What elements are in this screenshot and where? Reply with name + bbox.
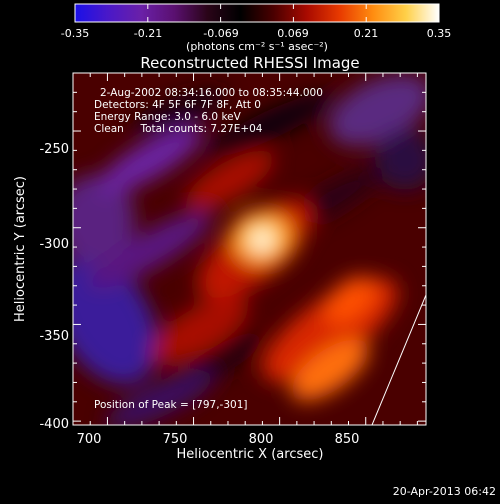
x-tick-label: 750 (163, 432, 188, 447)
footer-date: 20-Apr-2013 06:42 (393, 485, 496, 498)
x-axis-title: Heliocentric X (arcsec) (177, 447, 324, 462)
axes-ticks (73, 72, 426, 425)
solar-limb-line (371, 294, 426, 425)
peak-position: Position of Peak = [797,-301] (94, 399, 248, 411)
x-tick-label: 700 (77, 432, 102, 447)
plot-frame (72, 72, 427, 426)
colorbar-tick-label: 0.35 (427, 27, 452, 40)
info-line-clean: Clean Total counts: 7.27E+04 (94, 123, 263, 135)
colorbar-tick-label: -0.35 (61, 27, 89, 40)
x-tick-label: 800 (249, 432, 274, 447)
x-tick-label: 850 (335, 432, 360, 447)
colorbar: -0.35 -0.21 -0.069 0.069 0.21 0.35 (phot… (61, 3, 452, 53)
colorbar-units: (photons cm⁻² s⁻¹ asec⁻²) (186, 40, 328, 53)
image-map (73, 73, 426, 425)
colorbar-ticks (74, 4, 440, 22)
colorbar-tick-label: -0.21 (134, 27, 162, 40)
info-line-time: 2-Aug-2002 08:34:16.000 to 08:35:44.000 (100, 87, 323, 99)
y-tick-label: -400 (39, 417, 69, 432)
y-tick-label: -250 (39, 142, 69, 157)
observation-info: 2-Aug-2002 08:34:16.000 to 08:35:44.000 … (94, 87, 323, 411)
plot-title: Reconstructed RHESSI Image (140, 54, 359, 72)
colorbar-tick-label: 0.069 (277, 27, 309, 40)
info-line-energy: Energy Range: 3.0 - 6.0 keV (94, 111, 242, 123)
y-axis-title: Heliocentric Y (arcsec) (13, 176, 28, 322)
info-line-detectors: Detectors: 4F 5F 6F 7F 8F, Att 0 (94, 99, 261, 111)
colorbar-tick-label: 0.21 (354, 27, 379, 40)
colorbar-tick-label: -0.069 (203, 27, 238, 40)
colorbar-gradient (74, 3, 440, 23)
y-tick-label: -300 (39, 237, 69, 252)
y-tick-label: -350 (39, 329, 69, 344)
